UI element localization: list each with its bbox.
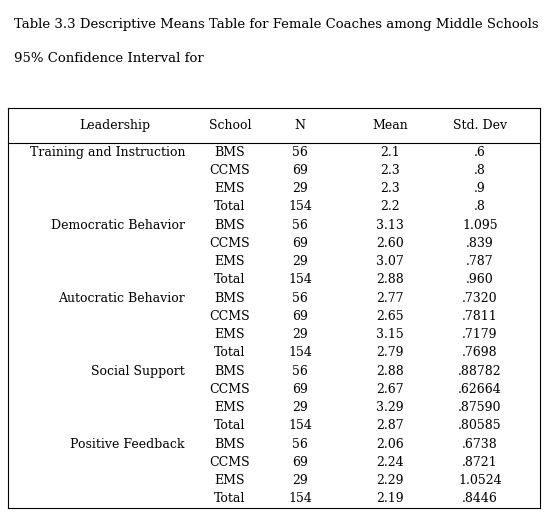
Text: 2.67: 2.67 (376, 383, 404, 396)
Text: BMS: BMS (215, 292, 246, 304)
Text: 154: 154 (288, 420, 312, 432)
Text: 56: 56 (292, 292, 308, 304)
Text: Social Support: Social Support (92, 365, 185, 378)
Text: 69: 69 (292, 237, 308, 250)
Text: .6: .6 (474, 146, 486, 158)
Text: .8: .8 (474, 200, 486, 214)
Text: 2.3: 2.3 (380, 164, 400, 177)
Text: Positive Feedback: Positive Feedback (71, 438, 185, 450)
Text: .6738: .6738 (462, 438, 498, 450)
Text: School: School (209, 119, 251, 132)
Text: .7698: .7698 (462, 346, 498, 359)
Text: 2.87: 2.87 (376, 420, 404, 432)
Text: .62664: .62664 (458, 383, 502, 396)
Text: 2.88: 2.88 (376, 365, 404, 378)
Text: 2.19: 2.19 (376, 492, 404, 505)
Text: 29: 29 (292, 474, 308, 487)
Text: .9: .9 (474, 182, 486, 195)
Text: 2.06: 2.06 (376, 438, 404, 450)
Text: 3.29: 3.29 (376, 401, 404, 414)
Text: 154: 154 (288, 346, 312, 359)
Text: 2.3: 2.3 (380, 182, 400, 195)
Text: Total: Total (214, 346, 246, 359)
Text: BMS: BMS (215, 365, 246, 378)
Text: .7811: .7811 (462, 310, 498, 323)
Text: .787: .787 (466, 255, 494, 268)
Text: 56: 56 (292, 146, 308, 158)
Text: BMS: BMS (215, 219, 246, 232)
Text: CCMS: CCMS (210, 383, 250, 396)
Text: .87590: .87590 (458, 401, 502, 414)
Text: EMS: EMS (215, 401, 246, 414)
Text: Std. Dev: Std. Dev (453, 119, 507, 132)
Text: Table 3.3 Descriptive Means Table for Female Coaches among Middle Schools: Table 3.3 Descriptive Means Table for Fe… (14, 18, 539, 31)
Text: BMS: BMS (215, 146, 246, 158)
Text: Total: Total (214, 492, 246, 505)
Text: 29: 29 (292, 255, 308, 268)
Text: Training and Instruction: Training and Instruction (30, 146, 185, 158)
Text: .88782: .88782 (458, 365, 502, 378)
Text: Democratic Behavior: Democratic Behavior (51, 219, 185, 232)
Text: EMS: EMS (215, 474, 246, 487)
Text: CCMS: CCMS (210, 164, 250, 177)
Text: .8446: .8446 (462, 492, 498, 505)
Text: 2.1: 2.1 (380, 146, 400, 158)
Text: EMS: EMS (215, 182, 246, 195)
Text: .960: .960 (466, 273, 494, 286)
Text: CCMS: CCMS (210, 456, 250, 469)
Text: Mean: Mean (372, 119, 408, 132)
Text: 2.65: 2.65 (376, 310, 404, 323)
Text: EMS: EMS (215, 328, 246, 341)
Text: 3.15: 3.15 (376, 328, 404, 341)
Text: BMS: BMS (215, 438, 246, 450)
Text: EMS: EMS (215, 255, 246, 268)
Text: 69: 69 (292, 383, 308, 396)
Text: 56: 56 (292, 438, 308, 450)
Text: 69: 69 (292, 164, 308, 177)
Text: Total: Total (214, 200, 246, 214)
Text: 1.0524: 1.0524 (458, 474, 502, 487)
Text: 56: 56 (292, 219, 308, 232)
Text: 56: 56 (292, 365, 308, 378)
Text: .8721: .8721 (462, 456, 498, 469)
Text: Total: Total (214, 420, 246, 432)
Text: 3.13: 3.13 (376, 219, 404, 232)
Text: 29: 29 (292, 401, 308, 414)
Text: 2.77: 2.77 (376, 292, 404, 304)
Text: .80585: .80585 (458, 420, 502, 432)
Text: 29: 29 (292, 328, 308, 341)
Text: .839: .839 (466, 237, 494, 250)
Text: 29: 29 (292, 182, 308, 195)
Text: .8: .8 (474, 164, 486, 177)
Text: Total: Total (214, 273, 246, 286)
Text: 3.07: 3.07 (376, 255, 404, 268)
Text: 95% Confidence Interval for: 95% Confidence Interval for (14, 52, 204, 65)
Text: 154: 154 (288, 492, 312, 505)
Text: Leadership: Leadership (79, 119, 151, 132)
Text: 2.29: 2.29 (376, 474, 404, 487)
Text: 69: 69 (292, 456, 308, 469)
Text: 1.095: 1.095 (462, 219, 498, 232)
Text: .7179: .7179 (463, 328, 498, 341)
Text: .7320: .7320 (462, 292, 498, 304)
Text: CCMS: CCMS (210, 237, 250, 250)
Text: N: N (294, 119, 305, 132)
Text: 154: 154 (288, 200, 312, 214)
Text: 2.88: 2.88 (376, 273, 404, 286)
Text: Autocratic Behavior: Autocratic Behavior (58, 292, 185, 304)
Text: 2.2: 2.2 (380, 200, 400, 214)
Text: CCMS: CCMS (210, 310, 250, 323)
Text: 2.79: 2.79 (376, 346, 404, 359)
Text: 2.24: 2.24 (376, 456, 404, 469)
Text: 69: 69 (292, 310, 308, 323)
Text: 2.60: 2.60 (376, 237, 404, 250)
Text: 154: 154 (288, 273, 312, 286)
